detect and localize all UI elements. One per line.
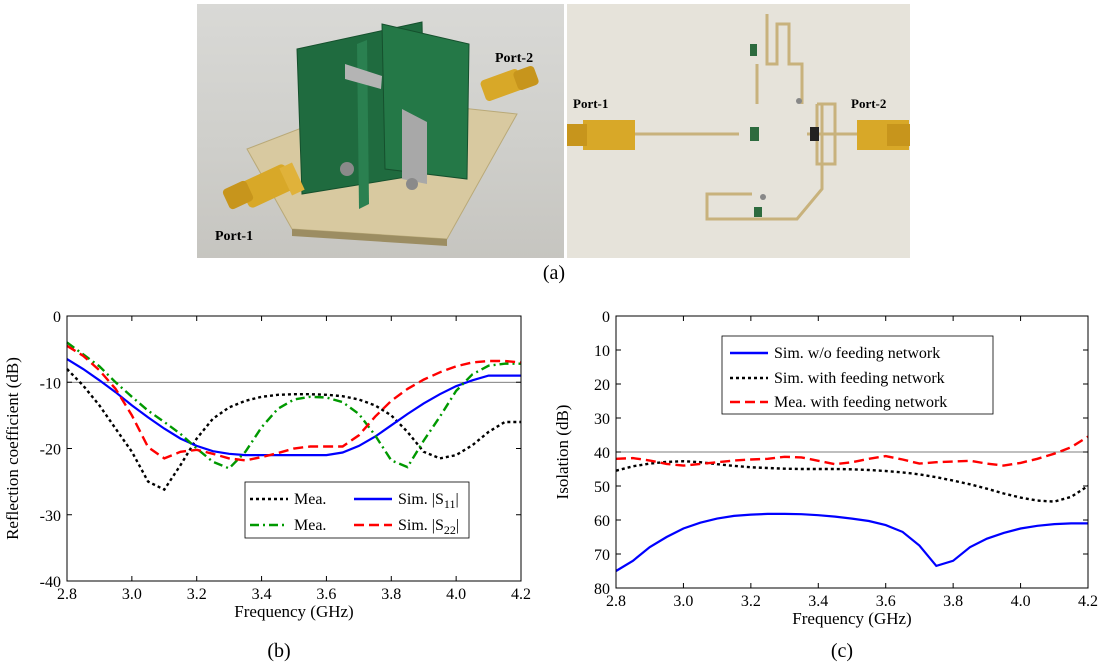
x-axis-label: Frequency (GHz)	[234, 602, 353, 621]
series-line-3	[66, 344, 522, 462]
series-line-0	[615, 512, 1088, 572]
y-tick-label: -30	[40, 508, 61, 525]
x-tick-label: 3.2	[187, 586, 207, 603]
photo-left-port1-label: Port-1	[215, 229, 253, 244]
series-line-1	[615, 459, 1089, 503]
chart-reflection-coefficient: 2.8 3.0 3.2 3.4 3.6 3.8 4.0 4.2 0 -10 -20 -30 -40 Fre…	[3, 309, 531, 621]
photo-feeding-network: Port-1 Port-2	[567, 4, 910, 258]
x-tick-label: 2.8	[606, 593, 626, 610]
x-tick-label: 3.4	[252, 586, 272, 603]
legend-label: Mea.	[294, 491, 326, 508]
x-tick-label: 4.0	[446, 586, 466, 603]
x-tick-label: 4.2	[511, 586, 531, 603]
y-tick-label: 0	[53, 309, 61, 326]
x-tick-label: 3.4	[808, 593, 828, 610]
y-tick-label: -20	[40, 442, 61, 459]
legend-label: Sim. |S22|	[398, 517, 459, 537]
chart-isolation: 2.8 3.0 3.2 3.4 3.6 3.8 4.0 4.2 0 10 20 30 40 50 60 70 8…	[553, 309, 1098, 628]
y-tick-label: -40	[40, 574, 61, 591]
y-tick-label: 60	[594, 513, 610, 530]
series-line-1	[66, 358, 521, 457]
caption-a: (a)	[542, 262, 566, 284]
y-axis-label: Reflection coefficient (dB)	[3, 357, 22, 540]
photo-left-port2-label: Port-2	[495, 51, 533, 66]
x-tick-label: 2.8	[57, 586, 77, 603]
x-tick-label: 3.0	[122, 586, 142, 603]
x-tick-label: 3.8	[381, 586, 401, 603]
caption-c: (c)	[830, 640, 854, 662]
legend-label: Sim. w/o feeding network	[774, 345, 940, 362]
assembled-antenna-illustration: Port-1 Port-2	[215, 21, 539, 246]
legend-label: Mea. with feeding network	[774, 394, 947, 411]
legend-label: Sim. |S11|	[398, 491, 459, 511]
x-tick-label: 4.2	[1078, 593, 1098, 610]
legend-label: Mea.	[294, 517, 326, 534]
connector-port1	[567, 120, 635, 150]
y-tick-label: 70	[594, 547, 610, 564]
y-tick-label: -10	[40, 375, 61, 392]
y-tick-label: 40	[594, 445, 610, 462]
legend-box	[244, 481, 470, 539]
x-tick-label: 3.2	[741, 593, 761, 610]
connector-left	[222, 162, 305, 210]
x-tick-label: 4.0	[1011, 593, 1031, 610]
connector-port2	[857, 120, 910, 150]
y-tick-label: 10	[594, 343, 610, 360]
y-tick-label: 30	[594, 411, 610, 428]
photo-assembled-antenna: Port-1 Port-2	[197, 4, 564, 258]
x-tick-label: 3.6	[316, 586, 336, 603]
series-line-2	[66, 341, 521, 470]
photo-right-port2-label: Port-2	[851, 96, 886, 111]
series-line-2	[615, 435, 1089, 467]
series-line-0	[66, 368, 521, 492]
y-tick-label: 80	[594, 581, 610, 598]
legend-label: Sim. with feeding network	[774, 370, 945, 387]
y-tick-label: 0	[602, 309, 610, 326]
y-axis-label: Isolation (dB)	[553, 405, 572, 500]
y-tick-label: 50	[594, 479, 610, 496]
feeding-network-illustration: Port-1 Port-2	[567, 4, 910, 258]
y-tick-label: 20	[594, 377, 610, 394]
photo-right-port1-label: Port-1	[573, 96, 608, 111]
x-tick-label: 3.0	[673, 593, 693, 610]
connector-right	[480, 65, 539, 102]
caption-b: (b)	[267, 640, 291, 662]
x-tick-label: 3.8	[943, 593, 963, 610]
x-axis-label: Frequency (GHz)	[792, 609, 911, 628]
x-tick-label: 3.6	[876, 593, 896, 610]
